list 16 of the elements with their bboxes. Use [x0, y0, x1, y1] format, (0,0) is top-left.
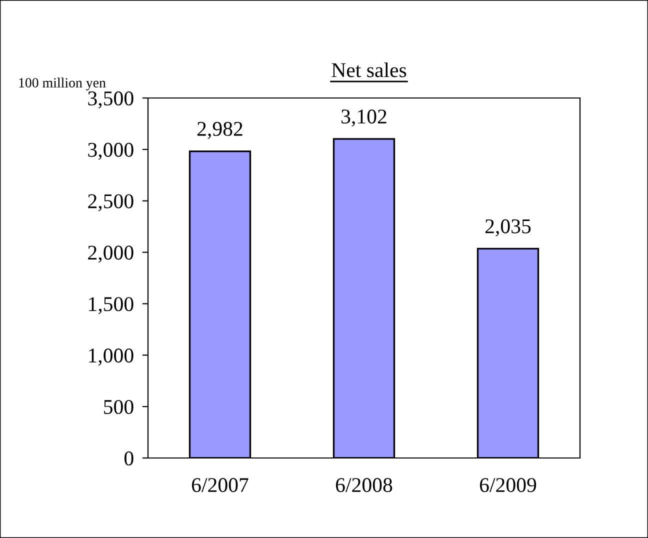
x-tick-label: 6/2007: [192, 478, 248, 492]
data-label: 2,982: [197, 122, 242, 139]
x-tick-label: 6/2008: [336, 478, 392, 492]
data-label: 3,102: [342, 110, 386, 127]
y-axis-title: 100 million yen: [19, 78, 106, 90]
y-tick-label: 0: [124, 451, 134, 466]
y-tick-label: 1,500: [89, 297, 134, 314]
chart-title: Net sales: [332, 62, 406, 78]
x-tick-label: 6/2009: [480, 478, 536, 492]
y-tick-label: 2,000: [88, 246, 134, 263]
data-label: 2,035: [485, 219, 531, 236]
y-tick-label: 3,000: [88, 142, 134, 160]
y-tick-label: 1,000: [89, 348, 134, 366]
y-tick-label: 2,500: [88, 194, 134, 212]
y-tick-label: 500: [104, 400, 134, 414]
y-tick-label: 3,500: [88, 91, 134, 108]
